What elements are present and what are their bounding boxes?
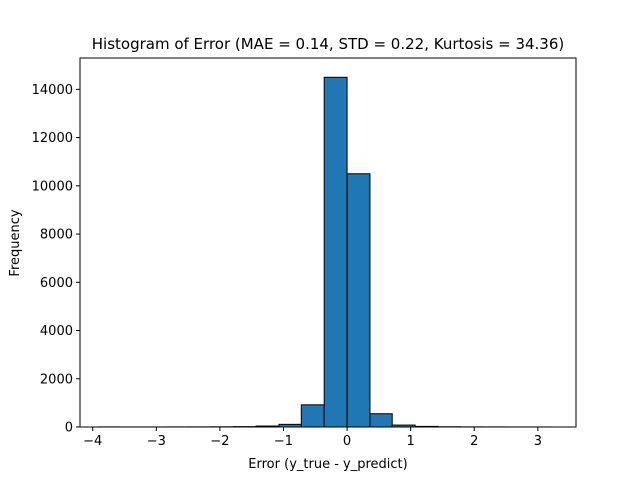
x-tick-label: 2 [470,434,478,449]
x-axis: −4 −3 −2 −1 0 1 2 3 [83,427,542,449]
y-tick-label: 4000 [40,324,73,339]
y-tick-label: 10000 [32,179,73,194]
histogram-bar [346,173,371,428]
x-tick-label: −4 [83,434,102,449]
y-tick-label: 0 [65,421,73,436]
y-axis-label: Frequency [8,209,23,276]
x-tick-label: 0 [343,434,351,449]
y-tick-label: 2000 [40,372,73,387]
histogram-bar [323,76,348,428]
x-tick-label: −2 [210,434,229,449]
y-tick-label: 6000 [40,276,73,291]
chart-title: Histogram of Error (MAE = 0.14, STD = 0.… [92,35,565,53]
y-axis: 0 2000 4000 6000 8000 10000 12000 14000 [32,83,80,436]
x-tick-label: −3 [147,434,166,449]
x-tick-label: 1 [407,434,415,449]
x-tick-label: 3 [534,434,542,449]
histogram-bar [300,404,325,428]
x-tick-label: −1 [274,434,293,449]
y-tick-label: 14000 [32,83,73,98]
y-tick-label: 12000 [32,131,73,146]
plot-frame [79,57,577,428]
histogram-bars [97,76,552,428]
histogram-bar [369,413,393,428]
y-tick-label: 8000 [40,228,73,243]
x-axis-label: Error (y_true - y_predict) [248,457,407,472]
